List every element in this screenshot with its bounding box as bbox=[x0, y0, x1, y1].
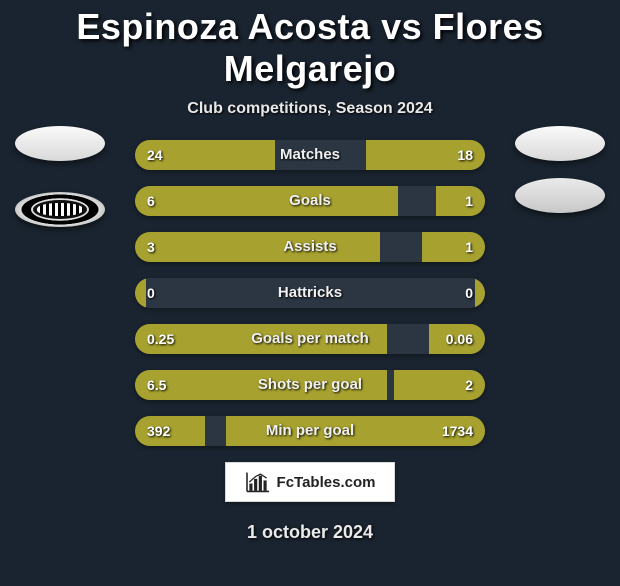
stat-bar-right bbox=[366, 140, 485, 170]
stat-row: 00Hattricks bbox=[135, 278, 485, 308]
stat-bar-gap bbox=[380, 232, 422, 262]
stat-bar-left bbox=[135, 186, 398, 216]
page-title: Espinoza Acosta vs Flores Melgarejo bbox=[0, 6, 620, 90]
stat-bar-left bbox=[135, 416, 205, 446]
bar-chart-icon bbox=[245, 471, 271, 493]
branding-badge[interactable]: FcTables.com bbox=[225, 462, 395, 502]
page-subtitle: Club competitions, Season 2024 bbox=[0, 100, 620, 118]
stat-row: 3921734Min per goal bbox=[135, 416, 485, 446]
stat-bar-left bbox=[135, 140, 275, 170]
stat-row: 2418Matches bbox=[135, 140, 485, 170]
stat-bar-gap bbox=[398, 186, 437, 216]
stat-bar-gap bbox=[387, 370, 394, 400]
player2-club-badge bbox=[515, 178, 605, 213]
stat-row: 6.52Shots per goal bbox=[135, 370, 485, 400]
stat-bar-gap bbox=[387, 324, 429, 354]
branding-text: FcTables.com bbox=[277, 474, 376, 491]
stat-bar-right bbox=[475, 278, 486, 308]
stat-bar-left bbox=[135, 324, 387, 354]
stat-bar-right bbox=[429, 324, 485, 354]
stat-row: 61Goals bbox=[135, 186, 485, 216]
stat-bar-gap bbox=[146, 278, 475, 308]
stat-bar-left bbox=[135, 278, 146, 308]
stat-row: 31Assists bbox=[135, 232, 485, 262]
stat-bar-left bbox=[135, 232, 380, 262]
stat-bar-right bbox=[422, 232, 485, 262]
stat-bar-right bbox=[394, 370, 485, 400]
footer-date: 1 october 2024 bbox=[0, 522, 620, 543]
stats-container: 2418Matches 61Goals 31Assists 00Hattricks 0.… bbox=[135, 140, 485, 446]
stat-bar-gap bbox=[275, 140, 366, 170]
player1-photo bbox=[15, 126, 105, 161]
stat-bar-right bbox=[226, 416, 485, 446]
player2-photo bbox=[515, 126, 605, 161]
stat-bar-left bbox=[135, 370, 387, 400]
player1-club-badge bbox=[15, 192, 105, 227]
stat-bar-gap bbox=[205, 416, 226, 446]
stat-bar-right bbox=[436, 186, 485, 216]
stat-row: 0.250.06Goals per match bbox=[135, 324, 485, 354]
